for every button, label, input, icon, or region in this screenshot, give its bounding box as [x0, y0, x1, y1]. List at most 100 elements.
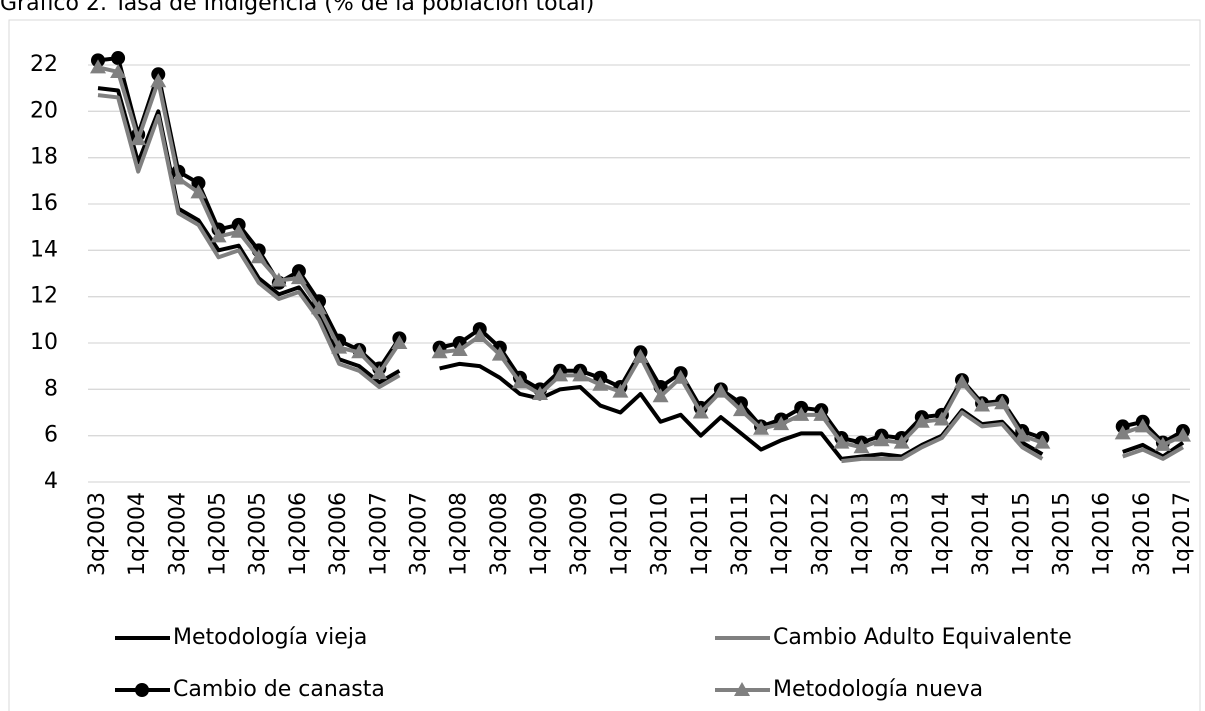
- point: [813, 406, 830, 421]
- point: [974, 397, 991, 412]
- x-tick-label: 1q2006: [286, 492, 311, 576]
- x-tick-label: 1q2013: [849, 492, 874, 576]
- x-tick-label: 1q2015: [1009, 492, 1034, 576]
- legend-label: Metodología vieja: [173, 625, 367, 650]
- x-tick-label: 1q2010: [607, 492, 632, 576]
- x-tick-label: 3q2014: [969, 492, 994, 576]
- point: [732, 402, 749, 417]
- point: [1114, 425, 1131, 440]
- point: [270, 272, 287, 287]
- legend-label: Cambio Adulto Equivalente: [773, 625, 1072, 650]
- point: [592, 376, 609, 391]
- x-tick-label: 3q2003: [85, 492, 110, 576]
- point: [431, 344, 448, 359]
- x-tick-label: 3q2009: [567, 492, 592, 576]
- point: [913, 413, 930, 428]
- x-tick-label: 1q2012: [768, 492, 793, 576]
- point: [391, 335, 408, 349]
- point: [1034, 434, 1051, 449]
- point: [672, 369, 689, 384]
- y-tick-label: 12: [30, 284, 58, 309]
- point: [1175, 427, 1191, 442]
- point: [632, 348, 649, 363]
- point: [994, 395, 1011, 410]
- point: [311, 300, 328, 315]
- point: [511, 374, 528, 389]
- point: [250, 249, 267, 264]
- point: [773, 416, 790, 431]
- point: [853, 439, 870, 454]
- y-tick-label: 14: [30, 237, 58, 262]
- point: [612, 383, 629, 398]
- y-tick-label: 20: [30, 98, 58, 123]
- x-tick-label: 3q2007: [406, 492, 431, 576]
- x-tick-label: 3q2004: [165, 492, 190, 576]
- point: [111, 51, 126, 66]
- x-tick-label: 1q2017: [1170, 492, 1195, 576]
- point: [1134, 418, 1151, 433]
- x-tick-label: 3q2010: [648, 492, 673, 576]
- point: [793, 406, 810, 421]
- series-line: [97, 86, 1185, 461]
- x-tick-label: 1q2004: [125, 492, 150, 576]
- y-tick-label: 22: [30, 52, 58, 77]
- x-tick-label: 3q2008: [487, 492, 512, 576]
- y-tick-label: 18: [30, 145, 58, 170]
- point: [471, 328, 488, 343]
- legend-marker: [734, 682, 750, 696]
- x-tick-label: 1q2009: [527, 492, 552, 576]
- point: [371, 365, 388, 380]
- point: [331, 339, 348, 354]
- point: [90, 59, 106, 74]
- point: [190, 184, 207, 199]
- y-tick-label: 16: [30, 191, 58, 216]
- x-tick-label: 3q2011: [728, 492, 753, 576]
- point: [873, 432, 890, 447]
- point: [552, 367, 569, 382]
- x-tick-label: 1q2005: [206, 492, 231, 576]
- y-tick-label: 10: [30, 330, 58, 355]
- legend-marker: [135, 683, 149, 697]
- point: [833, 434, 850, 449]
- y-tick-label: 8: [44, 376, 58, 401]
- point: [572, 367, 589, 382]
- x-tick-label: 3q2015: [1049, 492, 1074, 576]
- legend-label: Cambio de canasta: [173, 677, 385, 702]
- point: [953, 374, 970, 389]
- x-tick-label: 1q2007: [366, 492, 391, 576]
- series-line: [97, 93, 1184, 464]
- point: [753, 420, 770, 435]
- x-tick-label: 1q2014: [929, 492, 954, 576]
- point: [451, 341, 468, 356]
- point: [170, 170, 187, 185]
- chart-frame: [8, 19, 1201, 711]
- y-tick-label: 6: [44, 423, 58, 448]
- x-tick-label: 3q2016: [1130, 492, 1155, 576]
- y-tick-label: 4: [44, 469, 58, 494]
- point: [692, 404, 709, 419]
- x-tick-label: 3q2006: [326, 492, 351, 576]
- point: [191, 176, 206, 191]
- x-tick-label: 1q2011: [688, 492, 713, 576]
- point: [1154, 436, 1171, 451]
- point: [893, 434, 910, 449]
- x-tick-label: 3q2012: [808, 492, 833, 576]
- point: [933, 411, 950, 426]
- point: [290, 270, 307, 285]
- legend-label: Metodología nueva: [773, 677, 983, 702]
- point: [130, 131, 147, 146]
- point: [712, 383, 729, 398]
- point: [351, 344, 368, 359]
- point: [491, 346, 508, 361]
- x-tick-label: 3q2013: [889, 492, 914, 576]
- x-tick-label: 1q2008: [447, 492, 472, 576]
- point: [110, 63, 127, 78]
- point: [532, 385, 549, 400]
- x-tick-label: 3q2005: [246, 492, 271, 576]
- point: [1014, 427, 1031, 442]
- point: [150, 73, 167, 88]
- chart-title: Gráfico 2. Tasa de Indigencia (% de la p…: [0, 0, 594, 16]
- point: [652, 388, 669, 403]
- point: [210, 228, 227, 243]
